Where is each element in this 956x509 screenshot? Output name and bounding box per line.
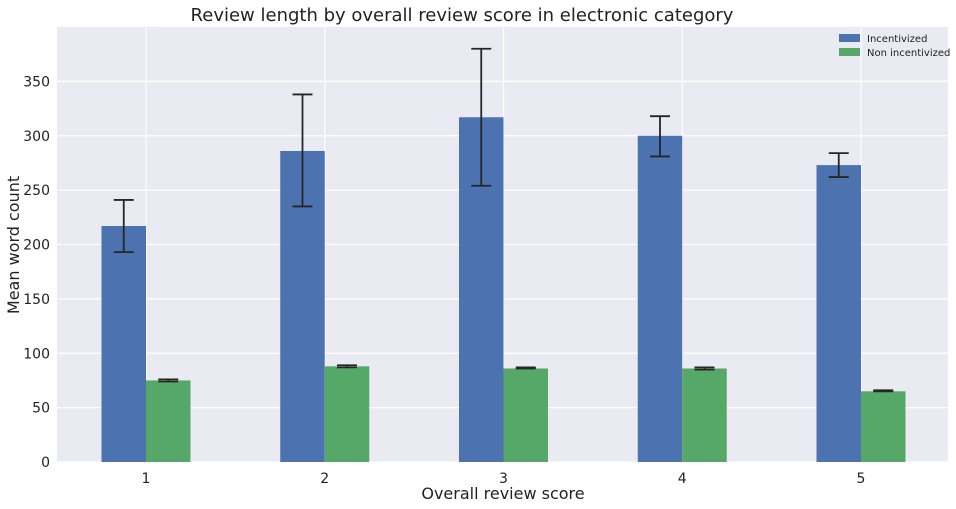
x-axis-label: Overall review score — [421, 484, 584, 503]
x-tick-label: 4 — [678, 471, 687, 487]
bar-incentivized — [637, 135, 683, 462]
y-tick-label: 0 — [41, 455, 50, 471]
bar-non-incentivized — [503, 368, 548, 462]
y-tick-label: 250 — [23, 183, 50, 199]
bar-incentivized — [816, 165, 861, 463]
legend-swatch-non-incentivized — [839, 48, 860, 56]
bar-non-incentivized — [682, 368, 727, 462]
x-tick-label: 1 — [142, 471, 151, 487]
bar-incentivized — [101, 226, 146, 462]
y-axis-label: Mean word count — [4, 176, 23, 314]
legend-swatch-incentivized — [839, 34, 860, 42]
bar-non-incentivized — [324, 366, 370, 462]
bars — [101, 117, 906, 463]
y-tick-label: 50 — [32, 401, 50, 417]
bar-non-incentivized — [146, 380, 191, 462]
legend-label-non-incentivized: Non incentivized — [867, 48, 950, 59]
x-tick-label: 2 — [320, 471, 329, 487]
error-bars — [113, 47, 894, 393]
bar-non-incentivized — [861, 391, 906, 462]
y-axis-ticks: 0 50 100 150 200 250 300 350 — [23, 74, 50, 471]
y-tick-label: 100 — [23, 346, 50, 362]
y-tick-label: 150 — [23, 292, 50, 308]
x-axis-ticks: 1 2 3 4 5 — [142, 471, 866, 487]
chart-title: Review length by overall review score in… — [191, 5, 734, 26]
legend-label-incentivized: Incentivized — [867, 34, 927, 45]
y-tick-label: 300 — [23, 129, 50, 145]
x-tick-label: 3 — [499, 471, 508, 487]
legend: Incentivized Non incentivized — [839, 34, 950, 59]
y-tick-label: 200 — [23, 238, 50, 254]
y-tick-label: 350 — [23, 74, 50, 90]
x-tick-label: 5 — [857, 471, 866, 487]
